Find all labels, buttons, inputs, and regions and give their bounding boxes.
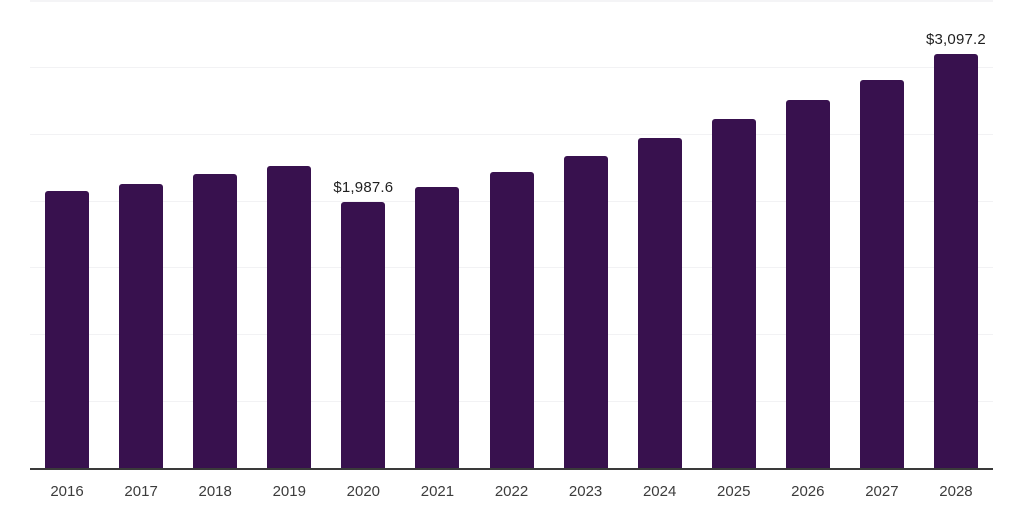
x-tick-2027: 2027 <box>865 483 899 500</box>
bar-slot-2020: $1,987.6 <box>326 0 400 468</box>
bar-2018 <box>193 174 238 468</box>
data-label-2020: $1,987.6 <box>333 179 394 196</box>
bar-2026 <box>785 100 830 468</box>
bar-slot-2027 <box>845 0 919 468</box>
bar-2020 <box>341 202 386 468</box>
bar-2024 <box>637 138 682 468</box>
bar-slot-2023 <box>549 0 623 468</box>
bar-slot-2018 <box>178 0 252 468</box>
bar-slot-2019 <box>252 0 326 468</box>
bar-2022 <box>489 172 534 468</box>
gridline-3000 <box>30 67 993 68</box>
x-tick-2023: 2023 <box>568 483 603 500</box>
x-tick-2026: 2026 <box>791 483 825 500</box>
x-tick-2025: 2025 <box>717 483 751 500</box>
bar-slot-2016 <box>30 0 104 468</box>
x-axis-tick-labels: 2016 2017 2018 2019 2020 2021 2022 2023 2024 2025… <box>30 483 993 500</box>
bar-slot-2024 <box>623 0 697 468</box>
x-tick-2020: 2020 <box>346 483 381 500</box>
gridline-2500 <box>30 134 993 135</box>
x-tick-2019: 2019 <box>272 483 306 500</box>
bar-slot-2017 <box>104 0 178 468</box>
bar-slot-2025 <box>697 0 771 468</box>
x-tick-2022: 2022 <box>494 483 529 500</box>
bar-2021 <box>415 187 460 468</box>
plot-area: $1,987.6 $3,097.2 <box>30 0 993 470</box>
data-label-2028: $3,097.2 <box>925 31 986 48</box>
bar-slot-2026 <box>771 0 845 468</box>
bar-2016 <box>45 191 90 468</box>
bar-2025 <box>711 119 756 468</box>
bar-2023 <box>563 156 608 468</box>
bar-slot-2028: $3,097.2 <box>919 0 993 468</box>
bar-2027 <box>859 80 904 468</box>
x-tick-2024: 2024 <box>642 483 677 500</box>
x-tick-2028: 2028 <box>939 483 973 500</box>
bar-slot-2022 <box>474 0 548 468</box>
x-tick-2016: 2016 <box>50 483 84 500</box>
bars-container: $1,987.6 $3,097.2 <box>30 0 993 468</box>
bar-2019 <box>267 166 312 468</box>
x-tick-2018: 2018 <box>198 483 232 500</box>
x-axis-line <box>30 468 993 470</box>
bar-slot-2021 <box>400 0 474 468</box>
x-tick-2017: 2017 <box>124 483 158 500</box>
x-tick-2021: 2021 <box>420 483 455 500</box>
gridline-3500 <box>30 0 993 2</box>
bar-2028 <box>933 54 978 468</box>
bar-2017 <box>119 184 164 468</box>
